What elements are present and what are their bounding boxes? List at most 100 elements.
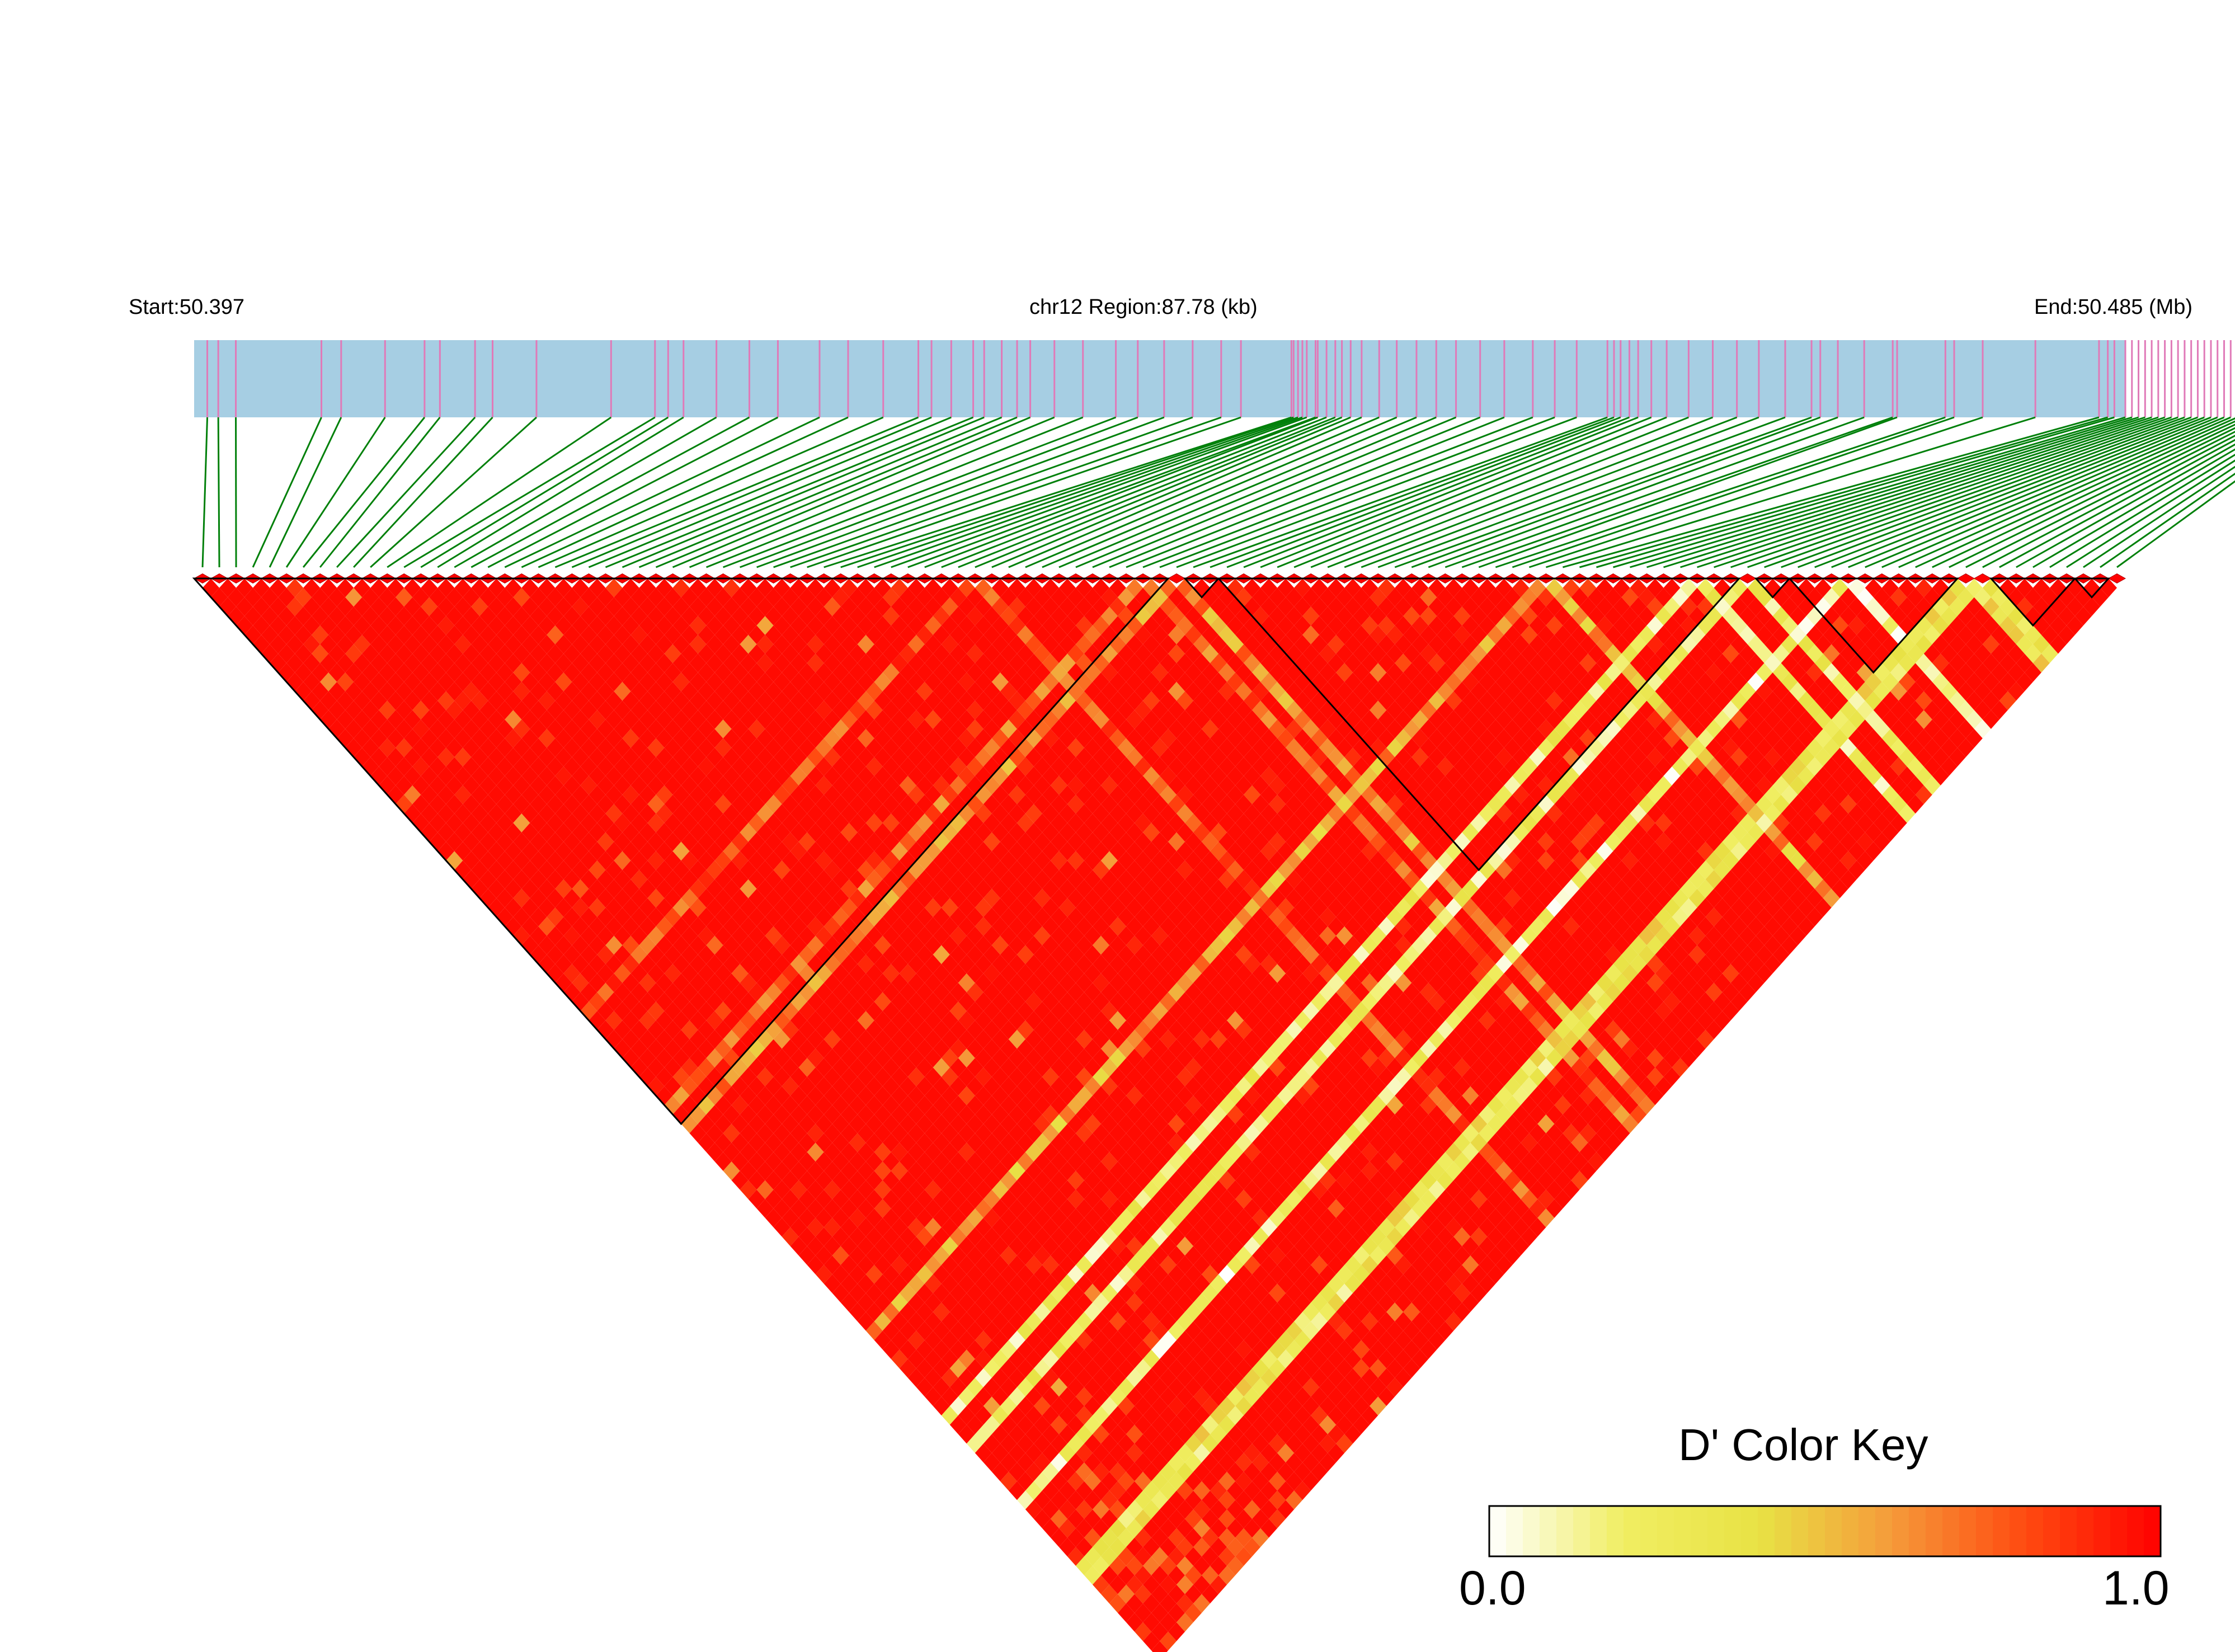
ld-cell (924, 992, 942, 1011)
ld-cell (1168, 1509, 1185, 1528)
ld-cell (899, 1189, 916, 1209)
snp-connector (201, 417, 209, 568)
snp-connector (1008, 416, 1362, 568)
ld-cell (555, 616, 572, 635)
ld-cell (966, 1265, 984, 1284)
ld-cell (614, 719, 631, 738)
ld-cell (278, 644, 295, 663)
ld-cell (1151, 1603, 1169, 1622)
ld-cell (748, 870, 765, 889)
ld-cell (807, 1142, 824, 1162)
ld-cell (765, 926, 782, 945)
ld-cell (1269, 1453, 1286, 1472)
ld-cell (991, 1462, 1009, 1481)
ld-cell (1025, 1481, 1042, 1500)
ld-cell (1017, 1189, 1034, 1209)
ld-cell (840, 1180, 858, 1199)
ld-cell (1202, 1396, 1219, 1416)
snp-connector (1176, 416, 1577, 568)
ld-cell (815, 1114, 832, 1133)
ld-cell (1100, 1189, 1118, 1209)
ld-cell (580, 870, 597, 889)
ld-cell (672, 1011, 690, 1030)
ld-cell (975, 1199, 992, 1218)
ld-cell (941, 1274, 958, 1293)
ld-cell (891, 1048, 908, 1068)
ld-cell (924, 1236, 942, 1256)
ld-cell (1177, 1387, 1194, 1406)
ld-cell (907, 1293, 925, 1312)
ld-cell (1092, 1274, 1109, 1293)
ld-cell (1084, 1415, 1101, 1434)
ld-cell (1067, 1340, 1084, 1359)
ld-cell (798, 888, 816, 908)
ld-cell (547, 719, 564, 738)
ld-cell (689, 1123, 707, 1143)
ld-cell (723, 1142, 740, 1162)
ld-cell (790, 1180, 807, 1199)
ld-cell (907, 1274, 925, 1293)
ld-cell (1084, 1471, 1101, 1491)
ld-cell (1218, 1453, 1236, 1472)
ld-cell (874, 973, 891, 992)
snp-connector (1495, 416, 1946, 568)
ld-cell (756, 1180, 774, 1199)
ld-cell (530, 681, 547, 701)
ld-cell (1084, 1434, 1101, 1453)
ld-cell (958, 1387, 975, 1406)
ld-cell (1177, 1594, 1194, 1613)
ld-cell (1042, 1500, 1059, 1519)
ld-cell (983, 1359, 1000, 1378)
ld-cell (563, 926, 581, 945)
ld-cell (513, 888, 530, 908)
ld-cell (714, 870, 732, 889)
ld-cell (1142, 1631, 1160, 1651)
ld-cell (622, 710, 639, 729)
ld-cell (1177, 1312, 1194, 1331)
ld-cell (1109, 1537, 1126, 1557)
ld-cell (748, 851, 765, 870)
ld-cell (1185, 1603, 1202, 1622)
ld-cell (748, 1152, 765, 1171)
ld-cell (1202, 1584, 1219, 1604)
ld-cell (824, 973, 841, 992)
ld-cell (530, 700, 547, 720)
ld-cell (597, 757, 614, 776)
ld-cell (656, 728, 673, 748)
ld-cell (1025, 1387, 1042, 1406)
ld-cell (706, 785, 723, 804)
ld-cell (756, 1142, 774, 1162)
ld-cell (740, 1011, 757, 1030)
ld-cell (1151, 1453, 1169, 1472)
ld-cell (1050, 1152, 1067, 1171)
ld-cell (572, 823, 589, 842)
ld-cell (1000, 1133, 1017, 1152)
ld-cell (1100, 1490, 1118, 1510)
ld-cell (437, 653, 455, 673)
ld-cell (723, 860, 740, 879)
ld-cell (891, 1274, 908, 1293)
ld-cell (580, 794, 597, 814)
ld-cell (924, 1293, 942, 1312)
ld-cell (354, 728, 371, 748)
ld-cell (614, 681, 631, 701)
ld-cell (1017, 1359, 1034, 1378)
ld-cell (656, 935, 673, 955)
ld-cell (798, 1114, 816, 1133)
ld-cell (1050, 1528, 1067, 1547)
ld-cell (547, 813, 564, 832)
ld-cell (1134, 1227, 1151, 1246)
ld-cell (773, 1142, 791, 1162)
ld-cell (933, 1076, 950, 1096)
ld-cell (1109, 1349, 1126, 1369)
ld-cell (1160, 1293, 1177, 1312)
ld-cell (798, 907, 816, 926)
ld-cell (328, 644, 346, 663)
ld-cell (1017, 1283, 1034, 1303)
ld-cell (891, 1029, 908, 1049)
ld-cell (530, 587, 547, 607)
ld-cell (1160, 1462, 1177, 1481)
ld-cell (907, 1349, 925, 1369)
ld-cell (1042, 1387, 1059, 1406)
ld-cell (1033, 1302, 1051, 1321)
